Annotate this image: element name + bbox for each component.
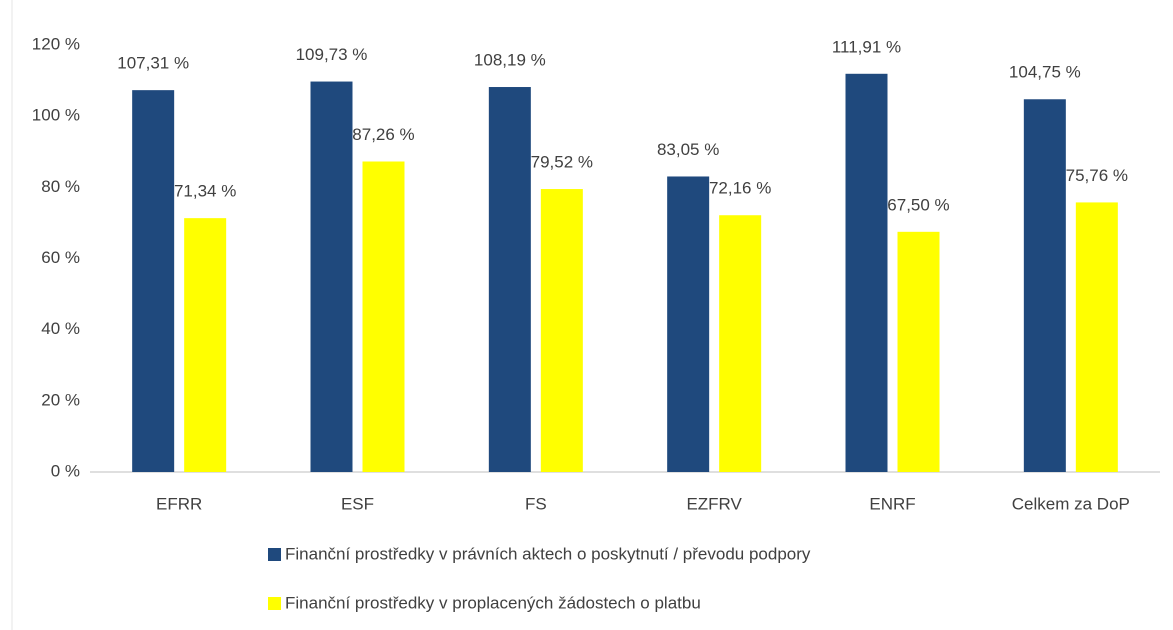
bar <box>310 81 353 473</box>
x-tick-label: EZFRV <box>686 494 742 513</box>
x-tick-label: ENRF <box>869 494 915 513</box>
x-tick-label: FS <box>525 494 547 513</box>
value-label: 67,50 % <box>887 195 949 214</box>
bar <box>488 87 531 472</box>
bar <box>132 90 175 473</box>
bar <box>845 73 888 472</box>
bar <box>897 231 940 472</box>
value-label: 107,31 % <box>117 54 189 73</box>
value-label: 108,19 % <box>474 51 546 70</box>
bar <box>719 215 762 473</box>
bar <box>667 176 710 473</box>
y-tick-label: 60 % <box>41 248 80 267</box>
value-label: 104,75 % <box>1009 63 1081 82</box>
x-tick-label: EFRR <box>156 494 202 513</box>
bar <box>184 218 227 472</box>
y-tick-label: 0 % <box>51 461 80 480</box>
bar <box>540 189 583 473</box>
bar <box>1075 202 1118 473</box>
value-label: 75,76 % <box>1066 166 1128 185</box>
x-tick-label: ESF <box>341 494 374 513</box>
value-label: 87,26 % <box>352 125 414 144</box>
y-tick-label: 20 % <box>41 390 80 409</box>
value-label: 109,73 % <box>296 45 368 64</box>
value-label: 71,34 % <box>174 182 236 201</box>
value-label: 72,16 % <box>709 179 771 198</box>
legend-label: Finanční prostředky v proplacených žádos… <box>285 593 701 612</box>
y-tick-label: 40 % <box>41 319 80 338</box>
value-label: 79,52 % <box>531 153 593 172</box>
bar <box>1023 99 1066 472</box>
y-tick-label: 120 % <box>32 34 80 53</box>
legend-swatch <box>268 548 281 561</box>
y-tick-label: 100 % <box>32 106 80 125</box>
legend-swatch <box>268 597 281 610</box>
y-tick-label: 80 % <box>41 177 80 196</box>
value-label: 83,05 % <box>657 140 719 159</box>
legend-label: Finanční prostředky v právních aktech o … <box>285 544 811 563</box>
x-tick-label: Celkem za DoP <box>1012 494 1130 513</box>
bar <box>362 161 405 473</box>
value-label: 111,91 % <box>832 37 901 56</box>
